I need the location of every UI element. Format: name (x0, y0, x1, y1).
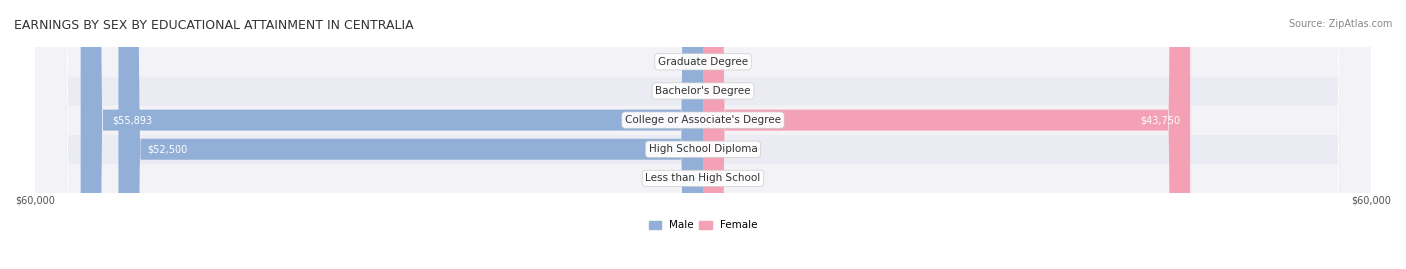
Text: $0: $0 (662, 173, 675, 183)
FancyBboxPatch shape (80, 0, 703, 269)
Text: $52,500: $52,500 (148, 144, 188, 154)
Legend: Male, Female: Male, Female (644, 216, 762, 234)
Text: $0: $0 (662, 57, 675, 67)
FancyBboxPatch shape (118, 0, 703, 269)
FancyBboxPatch shape (35, 0, 1371, 269)
FancyBboxPatch shape (35, 0, 1371, 269)
Text: $0: $0 (731, 86, 744, 96)
Text: $0: $0 (731, 173, 744, 183)
Text: Source: ZipAtlas.com: Source: ZipAtlas.com (1288, 19, 1392, 29)
Text: College or Associate's Degree: College or Associate's Degree (626, 115, 780, 125)
Text: Bachelor's Degree: Bachelor's Degree (655, 86, 751, 96)
FancyBboxPatch shape (703, 0, 1189, 269)
Text: Less than High School: Less than High School (645, 173, 761, 183)
Text: $0: $0 (731, 144, 744, 154)
Text: $55,893: $55,893 (112, 115, 152, 125)
FancyBboxPatch shape (35, 0, 1371, 269)
Text: Graduate Degree: Graduate Degree (658, 57, 748, 67)
Text: $0: $0 (731, 57, 744, 67)
Text: $0: $0 (662, 86, 675, 96)
FancyBboxPatch shape (35, 0, 1371, 269)
Text: EARNINGS BY SEX BY EDUCATIONAL ATTAINMENT IN CENTRALIA: EARNINGS BY SEX BY EDUCATIONAL ATTAINMEN… (14, 19, 413, 32)
Text: $43,750: $43,750 (1140, 115, 1181, 125)
Text: High School Diploma: High School Diploma (648, 144, 758, 154)
FancyBboxPatch shape (35, 0, 1371, 269)
